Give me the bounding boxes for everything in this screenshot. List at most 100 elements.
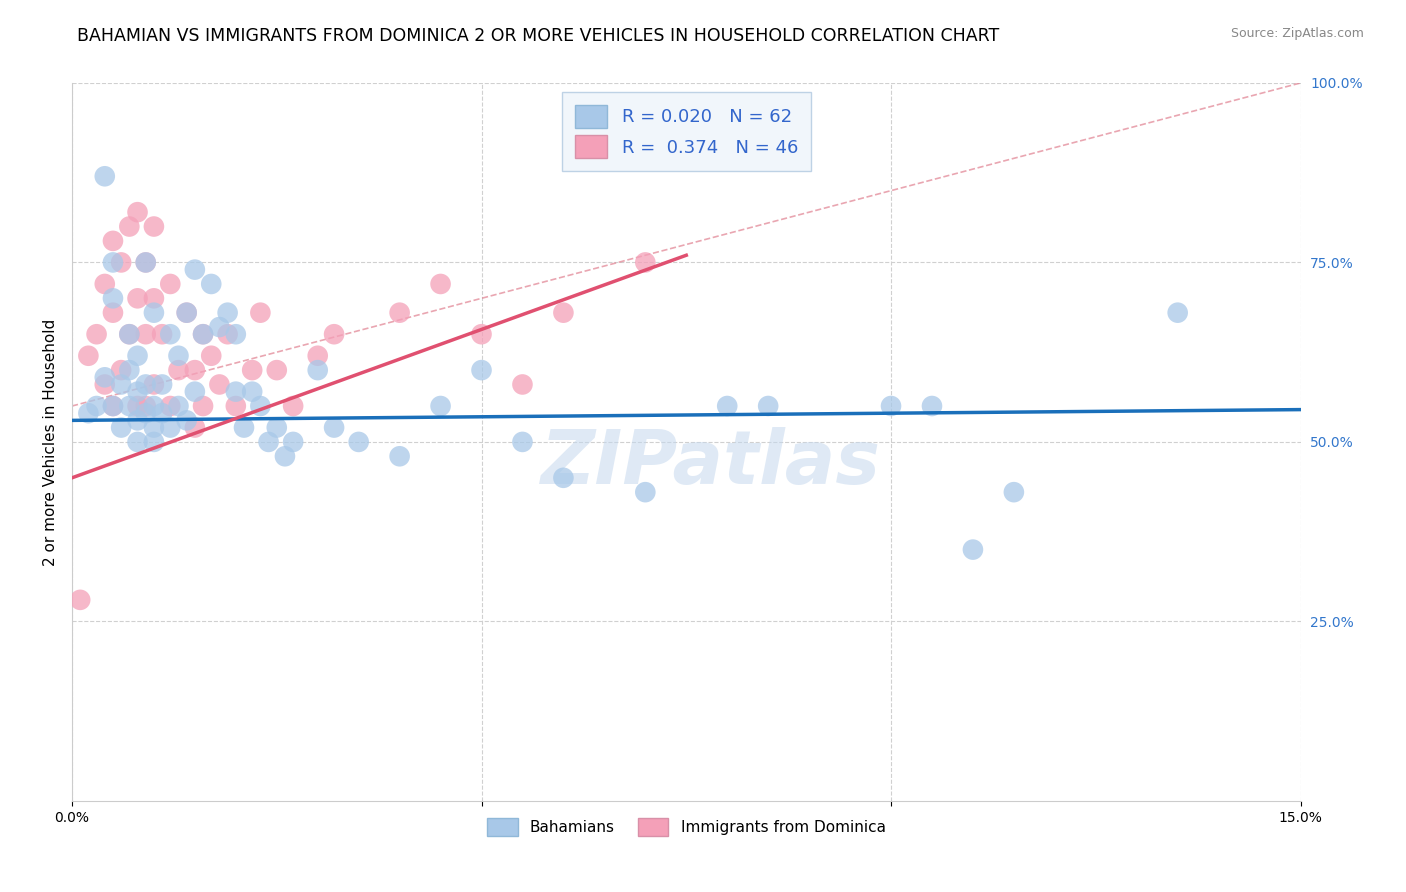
Point [77, 349, 100, 363]
Point [142, 434, 165, 449]
Text: BAHAMIAN VS IMMIGRANTS FROM DOMINICA 2 OR MORE VEHICLES IN HOUSEHOLD CORRELATION: BAHAMIAN VS IMMIGRANTS FROM DOMINICA 2 O… [77, 27, 1000, 45]
Point [880, 399, 903, 413]
Point [142, 291, 165, 305]
Point [110, 377, 132, 392]
Point [127, 413, 149, 427]
Point [200, 277, 222, 291]
Y-axis label: 2 or more Vehicles in Household: 2 or more Vehicles in Household [44, 318, 58, 566]
Point [217, 306, 239, 320]
Point [470, 327, 492, 342]
Point [142, 219, 165, 234]
Text: ZIPatlas: ZIPatlas [541, 427, 880, 500]
Point [101, 306, 124, 320]
Point [470, 363, 492, 377]
Point [118, 363, 141, 377]
Point [274, 450, 297, 464]
Point [921, 399, 943, 413]
Point [716, 399, 738, 413]
Point [281, 434, 304, 449]
Point [135, 255, 157, 269]
Point [127, 291, 149, 305]
Point [94, 169, 117, 184]
Point [307, 363, 329, 377]
Point [127, 384, 149, 399]
Point [127, 349, 149, 363]
Point [167, 349, 190, 363]
Point [150, 406, 173, 420]
Point [191, 399, 214, 413]
Point [225, 384, 247, 399]
Point [118, 219, 141, 234]
Point [1002, 485, 1025, 500]
Point [150, 377, 173, 392]
Point [101, 234, 124, 248]
Point [225, 327, 247, 342]
Point [249, 399, 271, 413]
Point [184, 420, 207, 434]
Point [756, 399, 779, 413]
Point [266, 420, 288, 434]
Point [167, 363, 190, 377]
Point [159, 420, 181, 434]
Point [86, 399, 108, 413]
Point [135, 399, 157, 413]
Point [150, 327, 173, 342]
Point [127, 434, 149, 449]
Point [323, 420, 346, 434]
Point [142, 420, 165, 434]
Point [307, 349, 329, 363]
Point [86, 327, 108, 342]
Point [240, 384, 263, 399]
Point [142, 377, 165, 392]
Text: Source: ZipAtlas.com: Source: ZipAtlas.com [1230, 27, 1364, 40]
Point [208, 320, 231, 334]
Point [176, 306, 198, 320]
Point [191, 327, 214, 342]
Point [200, 349, 222, 363]
Point [1167, 306, 1189, 320]
Point [429, 399, 451, 413]
Point [94, 377, 117, 392]
Point [217, 327, 239, 342]
Point [634, 255, 657, 269]
Point [553, 306, 575, 320]
Point [233, 420, 256, 434]
Point [110, 363, 132, 377]
Point [266, 363, 288, 377]
Point [159, 399, 181, 413]
Point [167, 399, 190, 413]
Point [69, 592, 91, 607]
Point [159, 327, 181, 342]
Point [135, 255, 157, 269]
Point [127, 399, 149, 413]
Legend: Bahamians, Immigrants from Dominica: Bahamians, Immigrants from Dominica [479, 811, 893, 844]
Point [94, 277, 117, 291]
Point [249, 306, 271, 320]
Point [118, 399, 141, 413]
Point [110, 420, 132, 434]
Point [323, 327, 346, 342]
Point [176, 413, 198, 427]
Point [101, 399, 124, 413]
Point [512, 377, 534, 392]
Point [240, 363, 263, 377]
Point [257, 434, 280, 449]
Point [281, 399, 304, 413]
Point [184, 384, 207, 399]
Point [634, 485, 657, 500]
Point [388, 450, 411, 464]
Point [135, 406, 157, 420]
Point [347, 434, 370, 449]
Point [225, 399, 247, 413]
Point [118, 327, 141, 342]
Point [184, 262, 207, 277]
Point [110, 255, 132, 269]
Point [159, 277, 181, 291]
Point [118, 327, 141, 342]
Point [208, 377, 231, 392]
Point [142, 399, 165, 413]
Point [142, 306, 165, 320]
Point [135, 327, 157, 342]
Point [176, 306, 198, 320]
Point [553, 471, 575, 485]
